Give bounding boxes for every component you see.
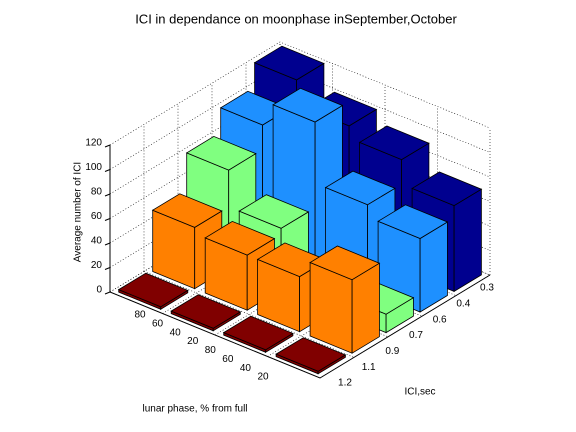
z-tick-label: 120 [85,138,102,149]
bar-top [238,194,310,229]
x-tick-label: 20 [187,336,199,347]
y-tick-label: 1.2 [338,378,352,389]
z-tick-label: 80 [91,187,103,198]
z-tick [104,169,111,172]
x-tick-label: 20 [257,372,269,383]
bar-top [324,170,396,206]
z-tick-label: 100 [85,162,102,173]
bar-top [309,245,381,281]
y-tick-label: 0.9 [385,346,399,357]
z-axis-label: Average number of ICI [73,162,84,262]
y-tick-label: 0.7 [409,330,423,341]
floor-grid-line [143,271,355,358]
bar-top [151,193,223,228]
y-tick-label: 0.4 [456,298,470,309]
z-tick-label: 20 [91,260,103,271]
bar-top [253,45,325,81]
z-tick [104,193,111,197]
x-axis-label: lunar phase, % from full [142,404,247,415]
x-tick-label: 60 [152,318,164,329]
bar-top [222,315,294,351]
x-tick-label: 40 [240,363,252,374]
z-tick [104,144,111,148]
z-tick [104,267,111,270]
z-tick-label: 40 [91,236,103,247]
bar-top [170,294,242,329]
y-tick-label: 0.3 [480,283,494,294]
bar-top [117,272,189,308]
chart-title: ICI in dependance on moonphase inSeptemb… [135,11,457,26]
bar-top [411,171,483,207]
z-tick-label: 60 [91,211,103,222]
z-tick [104,291,111,295]
bar-top [377,204,449,239]
z-tick [104,218,111,221]
bar-face [453,188,482,293]
bar-top [275,337,347,372]
z-tick [104,242,111,246]
y-axis-label: ICI,sec [404,387,435,398]
y-tick-label: 1.1 [362,362,376,373]
bar-top [185,135,257,171]
bar-top [204,220,276,256]
x-tick-label: 60 [222,354,234,365]
y-tick-label: 0.6 [433,314,447,325]
bar-top [272,87,344,123]
bar-top [358,125,430,161]
z-tick-label: 0 [96,285,102,296]
x-tick-label: 80 [205,345,217,356]
x-tick-label: 80 [134,310,146,321]
axis-line [109,145,491,379]
x-tick-label: 40 [170,327,182,338]
grid-line [109,41,491,146]
